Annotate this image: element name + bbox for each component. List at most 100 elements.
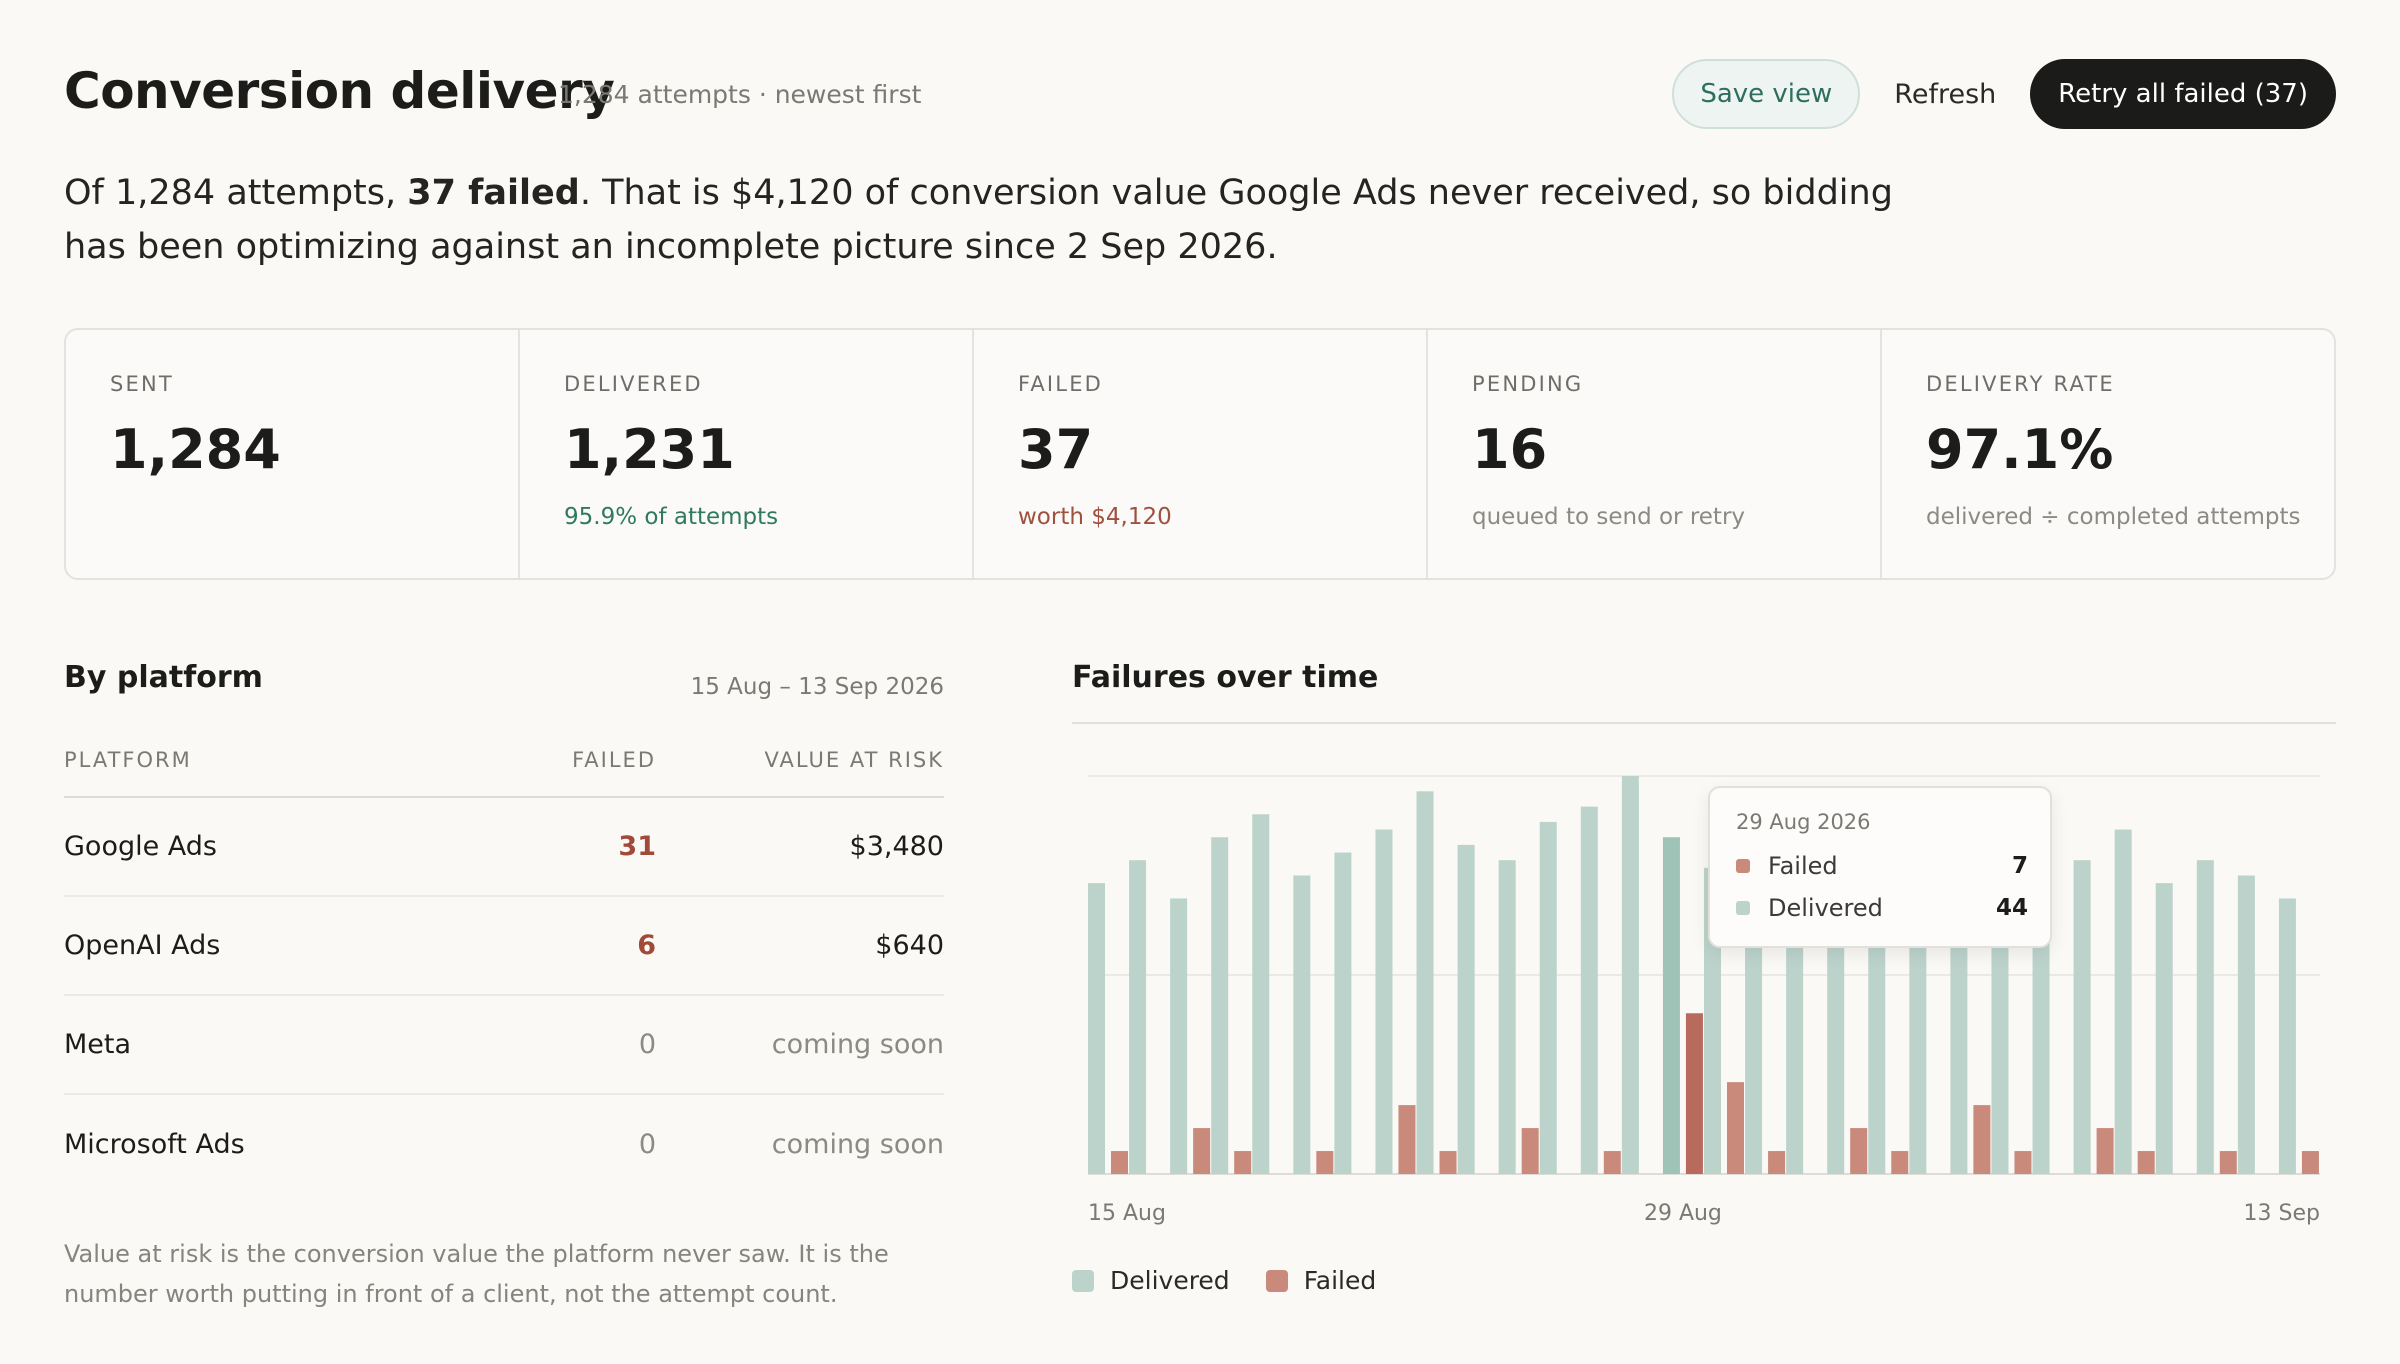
legend-swatch-failed (1265, 1269, 1288, 1292)
kpi-note: 95.9% of attempts (564, 504, 779, 530)
failed-count: 0 (638, 1029, 656, 1060)
bar-delivered[interactable] (1498, 860, 1516, 1174)
tooltip-row-delivered: Delivered 44 (1736, 894, 2028, 922)
bar-delivered[interactable] (1909, 898, 1927, 1174)
bar-delivered[interactable] (1580, 806, 1598, 1174)
value-at-risk: coming soon (771, 1129, 944, 1160)
page: Conversion delivery 1,284 attempts · new… (64, 0, 2336, 1364)
legend-item-delivered[interactable]: Delivered (1072, 1266, 1230, 1295)
tooltip-value: 7 (2011, 853, 2028, 879)
kpi-note: delivered ÷ completed attempts (1926, 504, 2301, 530)
failed-count: 6 (637, 930, 656, 961)
table-header: PLATFORM FAILED VALUE AT RISK (64, 744, 944, 798)
page-subtitle: 1,284 attempts · newest first (558, 80, 922, 109)
table-row[interactable]: OpenAI Ads 6 $640 (64, 897, 944, 996)
column-header-value-at-risk[interactable]: VALUE AT RISK (764, 748, 944, 772)
tooltip-date: 29 Aug 2026 (1736, 810, 1871, 834)
kpi-value: 16 (1472, 418, 1548, 481)
failures-chart[interactable]: 15 Aug 29 Aug 13 Sep (1072, 756, 2336, 1236)
bar-delivered[interactable] (1950, 890, 1968, 1174)
bar-failed[interactable] (1891, 1151, 1909, 1174)
column-header-platform[interactable]: PLATFORM (64, 748, 192, 772)
bar-delivered[interactable] (2237, 875, 2255, 1175)
bar-failed[interactable] (2014, 1151, 2032, 1174)
legend-item-failed[interactable]: Failed (1265, 1266, 1376, 1295)
bar-failed[interactable] (1685, 1013, 1703, 1174)
bar-delivered[interactable] (1662, 837, 1680, 1174)
kpi-delivered: DELIVERED 1,231 95.9% of attempts (520, 330, 974, 578)
bar-delivered[interactable] (2196, 860, 2214, 1174)
bar-failed[interactable] (1234, 1151, 1252, 1174)
bar-failed[interactable] (1603, 1151, 1621, 1174)
failed-count: 0 (638, 1129, 656, 1160)
by-platform-section: By platform 15 Aug – 13 Sep 2026 PLATFOR… (64, 660, 944, 1308)
bar-failed[interactable] (1316, 1151, 1334, 1174)
bar-failed[interactable] (1768, 1151, 1786, 1174)
bar-failed[interactable] (1727, 1082, 1744, 1174)
kpi-delivery-rate: DELIVERY RATE 97.1% delivered ÷ complete… (1882, 330, 2334, 578)
bar-failed[interactable] (2096, 1128, 2114, 1174)
bar-delivered[interactable] (1868, 883, 1886, 1174)
bar-delivered[interactable] (1457, 844, 1475, 1174)
bar-failed[interactable] (1521, 1128, 1539, 1174)
bar-delivered[interactable] (1211, 837, 1229, 1174)
table-row[interactable]: Microsoft Ads 0 coming soon (64, 1095, 944, 1194)
bar-delivered[interactable] (2073, 860, 2091, 1174)
kpi-label: SENT (110, 372, 174, 396)
bar-failed[interactable] (2301, 1151, 2319, 1174)
bar-delivered[interactable] (1252, 814, 1270, 1174)
bar-delivered[interactable] (1621, 776, 1639, 1174)
summary-text: Of 1,284 attempts, 37 failed. That is $4… (64, 166, 1924, 274)
page-title: Conversion delivery (64, 62, 615, 120)
platform-name: OpenAI Ads (64, 930, 221, 961)
bar-failed[interactable] (1973, 1105, 1991, 1174)
bar-delivered[interactable] (1539, 821, 1557, 1174)
kpi-value: 37 (1018, 418, 1094, 481)
bar-delivered[interactable] (1786, 883, 1804, 1174)
retry-all-failed-button[interactable]: Retry all failed (37) (2030, 59, 2336, 129)
kpi-sent: SENT 1,284 (66, 330, 520, 578)
tooltip-label: Failed (1768, 852, 1838, 880)
bar-failed[interactable] (1193, 1128, 1211, 1174)
platform-name: Microsoft Ads (64, 1129, 245, 1160)
bar-delivered[interactable] (1334, 852, 1352, 1174)
column-header-failed[interactable]: FAILED (572, 748, 656, 772)
header-actions: Save view Refresh Retry all failed (37) (1672, 58, 2336, 130)
bar-delivered[interactable] (1293, 875, 1311, 1175)
summary-suffix: . That is $4,120 of conversion value Goo… (64, 173, 1893, 267)
bar-delivered[interactable] (1375, 829, 1393, 1174)
tooltip-label: Delivered (1768, 894, 1883, 922)
x-tick-label: 15 Aug (1088, 1201, 1166, 1226)
bar-failed[interactable] (2137, 1151, 2155, 1174)
tooltip-swatch-delivered (1736, 901, 1750, 915)
tooltip-row-failed: Failed 7 (1736, 852, 2028, 880)
bar-delivered[interactable] (2155, 883, 2173, 1174)
table-row[interactable]: Meta 0 coming soon (64, 996, 944, 1095)
chart-legend: Delivered Failed (1072, 1266, 1376, 1295)
save-view-button[interactable]: Save view (1672, 59, 1861, 129)
refresh-button[interactable]: Refresh (1860, 59, 2030, 129)
bar-failed[interactable] (1439, 1151, 1457, 1174)
bar-delivered[interactable] (1129, 860, 1147, 1174)
kpi-note: queued to send or retry (1472, 504, 1746, 530)
bar-failed[interactable] (1850, 1128, 1868, 1174)
bar-delivered[interactable] (1416, 791, 1434, 1174)
platform-name: Google Ads (64, 831, 217, 862)
bar-failed[interactable] (1111, 1151, 1128, 1174)
x-tick-label: 13 Sep (2244, 1201, 2320, 1226)
kpi-value: 1,284 (110, 418, 281, 481)
kpi-value: 97.1% (1926, 418, 2114, 481)
bar-delivered[interactable] (1745, 875, 1763, 1175)
kpi-label: PENDING (1472, 372, 1584, 396)
bar-delivered[interactable] (2278, 898, 2296, 1174)
bar-delivered[interactable] (1827, 890, 1845, 1174)
bar-delivered[interactable] (1170, 898, 1188, 1174)
kpi-label: DELIVERY RATE (1926, 372, 2115, 396)
bar-delivered[interactable] (1088, 883, 1105, 1174)
kpi-note: worth $4,120 (1018, 504, 1172, 530)
bar-failed[interactable] (2219, 1151, 2237, 1174)
legend-label: Delivered (1110, 1266, 1230, 1295)
table-row[interactable]: Google Ads 31 $3,480 (64, 798, 944, 897)
bar-delivered[interactable] (2114, 829, 2132, 1174)
bar-failed[interactable] (1398, 1105, 1416, 1174)
